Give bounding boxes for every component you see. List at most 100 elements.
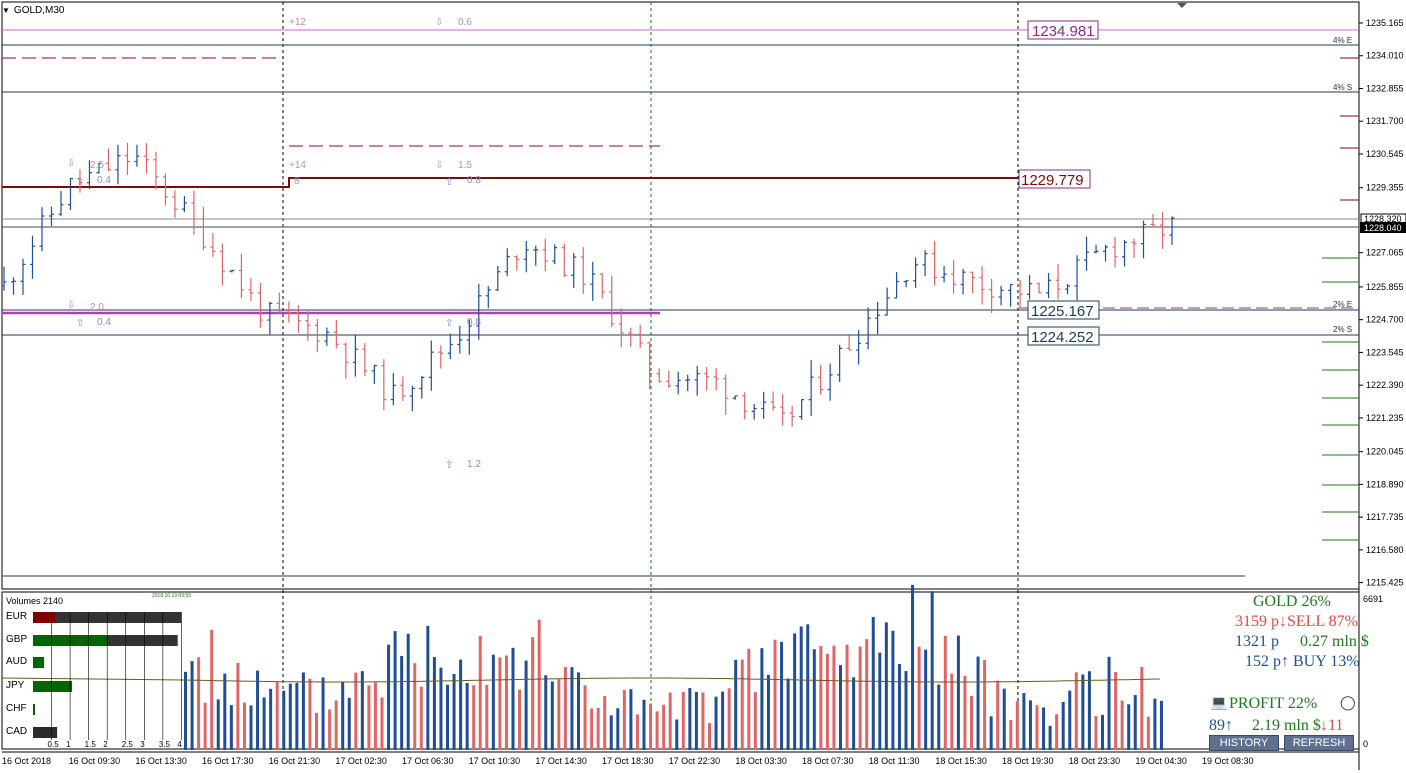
volume-bar [531,637,535,750]
ohlc-bar [590,261,596,301]
dropdown-triangle-icon[interactable]: ▼ [2,5,10,15]
price-tick-label: 1234.010 [1366,51,1404,61]
ohlc-bar [818,364,824,395]
ohlc-bar [913,257,919,288]
ohlc-bar [495,266,501,292]
volume-bar [288,683,292,750]
price-tick-label: 1235.165 [1366,18,1404,28]
volume-bar [675,719,679,750]
volume-bar [825,653,829,750]
volume-bar [766,674,770,750]
price-tick-label: 1231.700 [1366,116,1404,126]
price-tick-label: 1220.045 [1366,447,1404,457]
level-lines [2,29,1359,577]
ohlc-bar [523,241,529,273]
tag-4e: 4% E [1333,36,1352,45]
ohlc-bar [1074,255,1080,301]
ohlc-bar [58,190,64,217]
ohlc-bar [466,319,472,355]
price-tick-label: 1230.545 [1366,149,1404,159]
currency-label: EUR [6,611,28,622]
ohlc-bar [875,301,881,335]
ohlc-bar [865,307,871,350]
ohlc-bar [314,318,320,353]
volume-bar [387,644,391,750]
volume-bar [524,660,528,750]
annot-04b: 0.4 [97,317,111,328]
currency-scale-label: 3 [140,740,145,749]
volume-bar [930,591,934,750]
prev-price-label: 1228.320 [1364,214,1402,224]
volume-bar [1133,695,1137,750]
volume-bar [714,696,718,750]
volume-bar [747,648,751,750]
volume-bar [256,670,260,750]
up-arrow-icon: ⇧ [445,318,453,329]
volume-bar [793,633,797,750]
price-tick-label: 1221.235 [1366,413,1404,423]
volume-bar [465,683,469,750]
volume-bar [708,723,711,750]
chart-shift-icon[interactable] [1177,3,1187,8]
time-tick-label: 17 Oct 06:30 [402,756,454,766]
volume-bar [701,692,705,750]
level-box-1: 1234.981 [1032,23,1095,40]
ohlc-bar [172,190,178,218]
ohlc-bar [20,258,26,295]
volume-bar [753,692,757,750]
volume-bar [504,655,508,750]
currency-strength-panel: 0.5 1 1.5 2 2.5 3 3.5 4 [33,612,182,749]
volume-bar [649,703,653,750]
price-axis: 1235.165 1234.010 1232.855 1231.700 1230.545… [1359,18,1404,588]
ohlc-bar [447,333,453,359]
ohlc-bar [1036,282,1042,294]
time-tick-label: 16 Oct 09:30 [69,756,121,766]
volume-bar [184,671,187,750]
volume-bar [563,667,567,750]
ohlc-bar [609,275,615,328]
stat-down: ↓11 [1320,717,1344,734]
ohlc-bar [371,364,377,384]
volume-bar [773,639,777,750]
price-tick-label: 1227.065 [1366,248,1404,258]
volume-bar [950,673,954,750]
history-button[interactable]: HISTORY [1209,735,1279,751]
down-arrow-icon: ⇩ [67,300,75,311]
volume-zero-label: 0 [1363,739,1368,749]
ohlc-bar [656,368,662,383]
volume-bar [694,692,698,750]
volume-bar [963,675,967,750]
price-tick-label: 1229.355 [1366,183,1404,193]
ohlc-bar [333,320,339,349]
ohlc-bar [1131,238,1137,259]
time-tick-label: 18 Oct 03:30 [735,756,787,766]
up-arrow-icon: ⇧ [76,177,84,188]
volume-bar [439,667,443,750]
time-tick-label: 19 Oct 04:30 [1135,756,1187,766]
volume-bar [550,681,554,750]
time-tick-label: 19 Oct 08:30 [1202,756,1254,766]
ohlc-bar [1112,237,1118,268]
ohlc-bar [1160,212,1166,249]
ohlc-bar [181,196,187,213]
volume-bar [544,675,548,750]
ohlc-bar [115,144,121,185]
ohlc-bar [628,327,634,347]
stat-points: 1321 p [1235,633,1279,650]
time-tick-label: 18 Oct 11:30 [869,756,920,766]
volume-bar [956,635,960,750]
volume-bar [681,691,685,750]
volume-bar [301,672,305,750]
time-tick-label: 18 Oct 23:30 [1069,756,1121,766]
currency-strength-bar [33,612,56,623]
volume-bar [485,684,489,750]
volume-bar [577,672,580,750]
volume-bar [367,685,371,750]
volume-bar [262,697,266,750]
current-price-marker [1360,222,1406,233]
volume-bar [878,652,882,750]
refresh-button[interactable]: REFRESH [1284,735,1354,751]
time-tick-label: 16 Oct 21:30 [269,756,321,766]
chart-title[interactable]: ▼ GOLD,M30 [2,3,65,17]
